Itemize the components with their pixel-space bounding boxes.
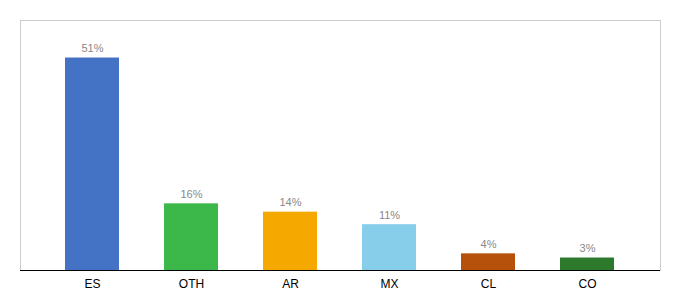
svg-text:CL: CL [481,277,497,291]
svg-text:11%: 11% [379,209,400,221]
svg-text:AR: AR [282,277,299,291]
svg-text:CO: CO [579,277,597,291]
svg-text:4%: 4% [481,238,497,250]
svg-text:ES: ES [84,277,100,291]
svg-text:OTH: OTH [179,277,204,291]
svg-text:MX: MX [381,277,399,291]
svg-text:3%: 3% [580,242,596,254]
svg-text:14%: 14% [279,196,301,208]
svg-text:51%: 51% [81,42,103,54]
svg-text:16%: 16% [180,188,202,200]
